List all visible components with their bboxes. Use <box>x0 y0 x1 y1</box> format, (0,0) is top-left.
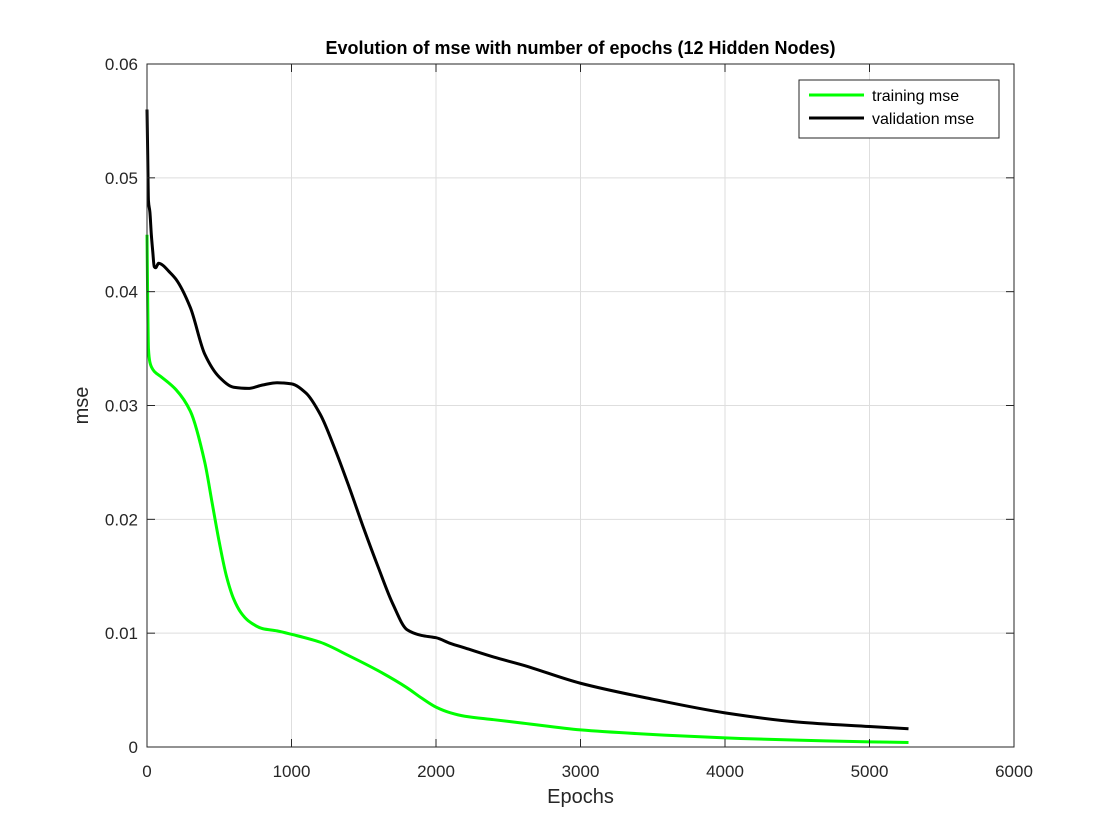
training-mse-line <box>145 234 909 744</box>
validation-mse-line <box>145 109 909 731</box>
x-ticks: 0 1000 2000 3000 4000 5000 6000 <box>142 64 1033 781</box>
x-tick-label: 4000 <box>706 762 744 781</box>
y-tick-label: 0.05 <box>105 169 138 188</box>
legend-label: validation mse <box>872 111 974 128</box>
x-tick-label: 0 <box>142 762 151 781</box>
x-tick-label: 2000 <box>417 762 455 781</box>
y-tick-label: 0.06 <box>105 55 138 74</box>
y-tick-label: 0.03 <box>105 397 138 416</box>
y-ticks: 0 0.01 0.02 0.03 0.04 0.05 0.06 <box>105 55 1014 757</box>
plot-area <box>145 63 1015 748</box>
y-tick-label: 0 <box>129 738 138 757</box>
legend-label: training mse <box>872 88 959 105</box>
chart-title: Evolution of mse with number of epochs (… <box>325 38 835 58</box>
y-tick-label: 0.04 <box>105 283 138 302</box>
legend-box <box>798 79 1000 139</box>
legend: training mse validation mse <box>798 79 1000 139</box>
y-tick-label: 0.02 <box>105 510 138 529</box>
series-layer <box>145 109 909 744</box>
x-tick-label: 5000 <box>851 762 889 781</box>
x-tick-label: 3000 <box>562 762 600 781</box>
x-axis-label: Epochs <box>547 786 614 808</box>
y-tick-label: 0.01 <box>105 624 138 643</box>
y-axis-label: mse <box>71 387 93 425</box>
x-tick-label: 6000 <box>995 762 1033 781</box>
x-tick-label: 1000 <box>273 762 311 781</box>
